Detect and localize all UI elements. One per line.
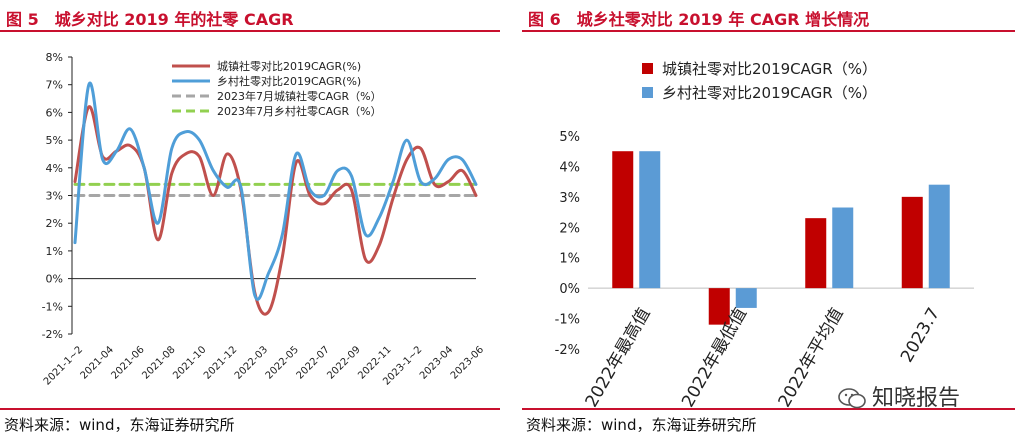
legend-label-2: 乡村社零对比2019CAGR(%)	[217, 74, 361, 88]
right-source-rule	[522, 408, 1015, 410]
wechat-icon	[838, 388, 866, 409]
watermark-text: 知晓报告	[872, 386, 961, 411]
bar-2-2	[735, 288, 757, 308]
y-tick-label: 8%	[46, 51, 63, 64]
right-title-rule	[522, 30, 1015, 32]
right-figure-title: 图 6 城乡社零对比 2019 年 CAGR 增长情况	[528, 10, 870, 29]
bar-1-4	[901, 196, 923, 289]
x-category-label: 2022年最高值	[582, 305, 655, 411]
legend-swatch-2	[642, 87, 653, 98]
bar-2-4	[928, 184, 950, 289]
watermark: 知晓报告	[838, 380, 960, 412]
bar-1-1	[612, 151, 634, 289]
legend-label-1: 城镇社零对比2019CAGR(%)	[217, 59, 361, 73]
bar-1-2	[708, 288, 730, 325]
y-tick-label: 3%	[46, 190, 63, 203]
y-tick-label: 2%	[46, 217, 63, 230]
x-category-label: 2022年平均值	[775, 305, 848, 411]
y-tick-label: -2%	[42, 328, 63, 341]
y-tick-label: -1%	[555, 313, 580, 328]
legend-swatch-1	[642, 63, 653, 74]
y-tick-label: 2%	[559, 221, 580, 236]
legend-label-3: 2023年7月城镇社零CAGR（%）	[217, 89, 382, 103]
x-category-label: 2023.7	[897, 305, 944, 367]
x-tick-label: 2021-1~2	[42, 344, 85, 387]
bar-2-3	[832, 207, 854, 289]
legend-label-4: 2023年7月乡村社零CAGR（%）	[217, 104, 382, 118]
y-tick-label: 5%	[46, 134, 63, 147]
y-tick-label: 4%	[559, 160, 580, 175]
y-tick-label: 7%	[46, 79, 63, 92]
legend-label-2: 乡村社零对比2019CAGR（%）	[662, 84, 877, 102]
x-tick-label: 2023-06	[449, 344, 486, 381]
right-source-text: 资料来源：wind，东海证券研究所	[526, 416, 757, 434]
y-tick-label: -2%	[555, 343, 580, 358]
y-tick-label: 0%	[559, 282, 580, 297]
y-tick-label: 0%	[46, 273, 63, 286]
y-tick-label: 3%	[559, 191, 580, 206]
bar-2-1	[639, 151, 661, 289]
bar-1-3	[805, 218, 827, 289]
left-source-text: 资料来源：wind，东海证券研究所	[4, 416, 235, 434]
bar-chart: -2%-1%0%1%2%3%4%5%2022年最高值 2022年最低值 2022年平…	[555, 60, 974, 411]
y-tick-label: -1%	[42, 300, 63, 313]
y-tick-label: 6%	[46, 106, 63, 119]
right-figure-panel: 图 6 城乡社零对比 2019 年 CAGR 增长情况 -2% -1% 0% 1% 2%…	[522, 0, 1015, 442]
series-line-2	[73, 81, 478, 301]
left-title-rule	[0, 30, 500, 32]
line-chart: -2%-1%0%1%2%3%4%5%6%7%8%2021-1~22021-042…	[42, 51, 487, 388]
left-source-rule	[0, 408, 500, 410]
y-tick-label: 1%	[559, 252, 580, 267]
y-tick-label: 4%	[46, 162, 63, 175]
y-tick-label: 5%	[559, 130, 580, 145]
y-tick-label: 1%	[46, 245, 63, 258]
legend-label-1: 城镇社零对比2019CAGR（%）	[662, 60, 877, 78]
left-figure-title: 图 5 城乡对比 2019 年的社零 CAGR	[6, 10, 294, 29]
left-figure-panel: 图 5 城乡对比 2019 年的社零 CAGR -2% -1% 0% 1% 2% 3% 4%…	[0, 0, 500, 442]
